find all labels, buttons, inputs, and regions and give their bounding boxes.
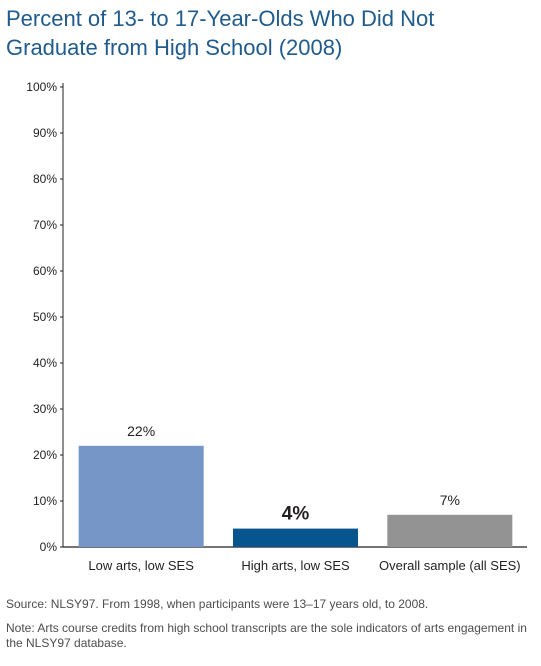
category-label-1: Low arts, low SES bbox=[88, 558, 194, 573]
methodology-note: Note: Arts course credits from high scho… bbox=[6, 621, 527, 650]
y-tick-label: 30% bbox=[33, 402, 57, 416]
data-label-2: 4% bbox=[282, 504, 310, 525]
y-tick-label: 100% bbox=[26, 80, 57, 94]
y-tick-label: 70% bbox=[33, 218, 57, 232]
category-label-2: High arts, low SES bbox=[241, 558, 350, 573]
y-tick-label: 10% bbox=[33, 494, 57, 508]
bar-chart: 0% 10% 20% 30% 40% 50% 60% 70% 80% 90% 100% 22% 4% 7… bbox=[26, 80, 527, 573]
y-tick-label: 40% bbox=[33, 356, 57, 370]
bar-3 bbox=[387, 514, 513, 547]
bars bbox=[78, 445, 513, 547]
bar-2 bbox=[233, 528, 358, 547]
chart-title: Percent of 13- to 17-Year-Olds Who Did N… bbox=[6, 6, 435, 60]
y-tick-label: 90% bbox=[33, 126, 57, 140]
data-label-1: 22% bbox=[127, 423, 155, 439]
data-label-3: 7% bbox=[440, 492, 460, 508]
category-labels: Low arts, low SES High arts, low SES Overa… bbox=[88, 558, 520, 573]
y-tick-label: 20% bbox=[33, 448, 57, 462]
y-axis: 0% 10% 20% 30% 40% 50% 60% 70% 80% 90% 100% bbox=[26, 80, 527, 554]
y-tick-label: 50% bbox=[33, 310, 57, 324]
y-tick-label: 60% bbox=[33, 264, 57, 278]
category-label-3: Overall sample (all SES) bbox=[379, 558, 521, 573]
source-note: Source: NLSY97. From 1998, when particip… bbox=[6, 597, 429, 611]
bar-1 bbox=[78, 445, 204, 547]
data-labels: 22% 4% 7% bbox=[127, 423, 460, 525]
y-tick-label: 80% bbox=[33, 172, 57, 186]
y-tick-label: 0% bbox=[40, 540, 58, 554]
